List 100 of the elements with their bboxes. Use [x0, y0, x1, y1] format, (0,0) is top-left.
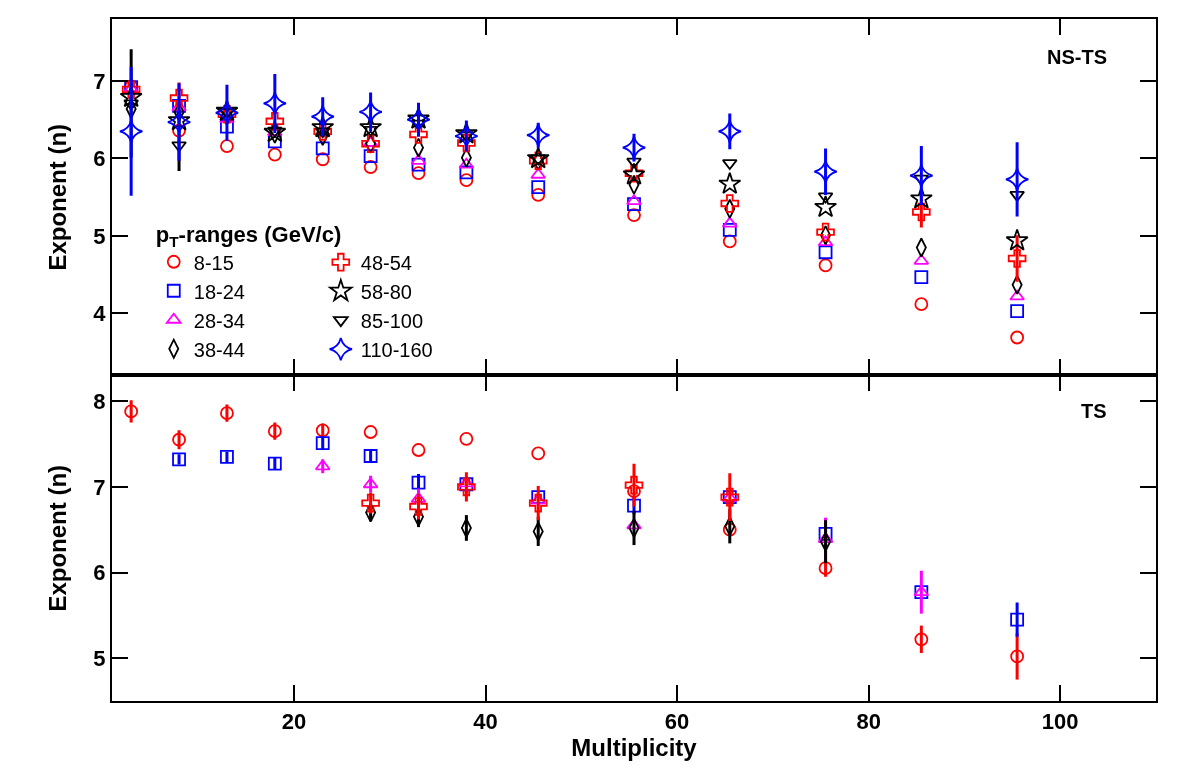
point [411, 443, 426, 457]
point [410, 491, 427, 503]
point [172, 452, 186, 467]
point [722, 522, 737, 537]
point [263, 120, 287, 143]
point [457, 477, 476, 497]
point [530, 167, 547, 179]
point [171, 141, 187, 153]
point [459, 165, 474, 180]
point [818, 527, 833, 541]
point [721, 216, 738, 228]
point [526, 146, 550, 169]
point [310, 104, 335, 129]
point [1010, 612, 1025, 627]
point [172, 432, 186, 447]
point [914, 297, 929, 312]
legend-label: 48-54 [360, 251, 412, 274]
point [624, 475, 644, 495]
point [358, 99, 383, 125]
y-axis-title: Exponent (n) [43, 123, 71, 271]
point [172, 123, 186, 138]
point [459, 431, 474, 446]
point [362, 477, 379, 489]
point [220, 139, 234, 153]
point [526, 123, 551, 148]
legend-label: 85-100 [360, 309, 424, 332]
point [813, 159, 838, 184]
legend-label: 18-24 [193, 280, 245, 303]
x-tick-label: 40 [473, 709, 498, 735]
point [119, 119, 144, 144]
point [315, 152, 330, 167]
point [718, 171, 742, 195]
point [121, 80, 141, 99]
point [627, 197, 641, 212]
y-axis-title: Exponent (n) [43, 464, 71, 612]
point [220, 119, 234, 134]
point [626, 194, 642, 206]
y-tick-label: 7 [93, 68, 106, 94]
point [627, 208, 641, 222]
y-tick-label: 7 [93, 474, 106, 500]
y-tick-label: 6 [93, 560, 106, 586]
point [265, 111, 285, 131]
point [816, 222, 835, 242]
point [262, 91, 287, 116]
point [124, 404, 139, 419]
point [458, 157, 475, 169]
legend-label: 58-80 [360, 280, 412, 303]
point [722, 222, 737, 237]
legend-label: 28-34 [193, 309, 245, 332]
point [459, 173, 474, 188]
point [528, 493, 548, 513]
y-tick-label: 6 [93, 146, 106, 172]
point [909, 163, 934, 188]
point [1005, 167, 1030, 192]
point [722, 234, 737, 249]
point [363, 449, 378, 463]
legend-label: 38-44 [193, 338, 245, 361]
point [720, 194, 740, 213]
point [1005, 228, 1029, 251]
x-tick-label: 60 [664, 709, 690, 735]
point [315, 423, 330, 438]
point [169, 88, 189, 108]
point [411, 475, 426, 490]
x-tick-label: 20 [281, 709, 307, 735]
annotation: TS [1081, 400, 1107, 422]
y-tick-label: 4 [93, 301, 107, 327]
legend-title: p$_{T}$-ranges (GeV/c) [155, 222, 342, 250]
x-tick-label: 100 [1041, 709, 1079, 735]
point [914, 270, 929, 284]
point [458, 476, 475, 488]
point [621, 135, 647, 160]
point [818, 258, 833, 273]
point [313, 122, 333, 141]
point [315, 141, 330, 156]
point [717, 119, 742, 144]
point [818, 245, 833, 260]
point [411, 157, 426, 172]
point [817, 235, 834, 247]
point [1010, 304, 1025, 319]
point [363, 425, 378, 439]
point [315, 436, 330, 451]
y-tick-label: 5 [93, 223, 106, 249]
point [531, 446, 546, 461]
point [912, 202, 931, 222]
point [267, 456, 282, 471]
point [1007, 249, 1027, 268]
point [220, 406, 234, 421]
point [454, 123, 479, 149]
point [627, 498, 641, 513]
x-axis-title: Multiplicity [571, 734, 698, 762]
point [531, 188, 546, 202]
point [1010, 649, 1025, 664]
point [914, 632, 929, 647]
point [1010, 330, 1025, 345]
point [409, 125, 428, 144]
y-tick-label: 8 [93, 388, 106, 414]
legend-label: 8-15 [193, 251, 234, 274]
point [913, 253, 930, 265]
point [123, 99, 139, 111]
point [411, 166, 426, 181]
